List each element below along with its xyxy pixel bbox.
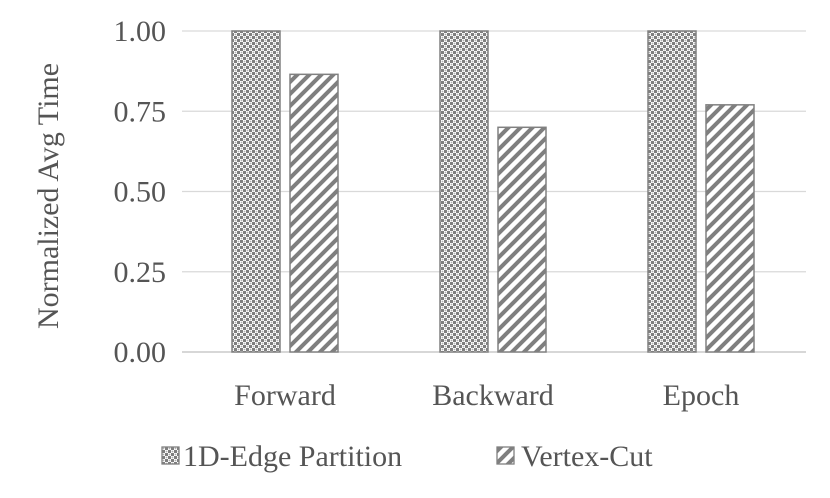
gridlines <box>182 30 806 353</box>
bar-edge-partition-backward <box>439 30 489 353</box>
bar-vertex-cut-forward <box>289 73 339 353</box>
y-tick-label: 0.75 <box>114 95 167 128</box>
bar-vertex-cut-epoch <box>705 104 755 353</box>
y-tick-label: 1.00 <box>114 15 167 48</box>
bar-vertex-cut-backward <box>497 126 547 353</box>
bar-edge-partition-forward <box>231 30 281 353</box>
y-axis-title: Normalized Avg Time <box>32 63 65 329</box>
x-category-label: Epoch <box>663 379 740 412</box>
legend-label: 1D-Edge Partition <box>183 440 402 473</box>
y-tick-label: 0.50 <box>114 176 167 209</box>
bars <box>231 30 755 353</box>
y-tick-label: 0.25 <box>114 256 167 289</box>
x-axis-categories: Forward Backward Epoch <box>234 379 739 412</box>
x-category-label: Backward <box>432 379 554 412</box>
legend-label: Vertex-Cut <box>521 440 653 473</box>
bar-edge-partition-epoch <box>647 30 697 353</box>
y-axis-ticks: 0.00 0.25 0.50 0.75 1.00 <box>114 15 167 369</box>
legend: 1D-Edge Partition Vertex-Cut <box>161 440 653 473</box>
legend-swatch <box>496 446 515 465</box>
y-tick-label: 0.00 <box>114 336 167 369</box>
x-category-label: Forward <box>234 379 336 412</box>
legend-swatch <box>161 446 180 465</box>
